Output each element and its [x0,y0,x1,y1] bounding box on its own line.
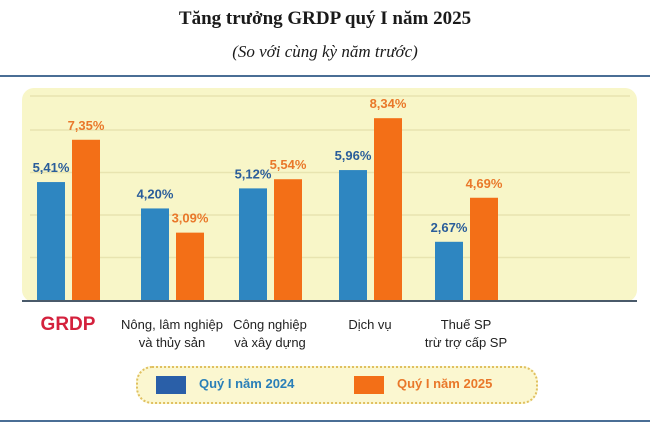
bar-2025 [274,179,302,300]
data-label: 4,69% [466,176,503,191]
category-label: Dịch vụ [348,317,392,332]
bar-chart: 5,41% 4,20% 5,12% 5,96% 2,67% 7,35% 3,09% 5,54%… [22,88,637,302]
data-label: 4,20% [137,186,174,201]
chart-subtitle: (So với cùng kỳ năm trước) [232,42,418,61]
chart-title: Tăng trưởng GRDP quý I năm 2025 [178,8,472,29]
category-label: GRDP [40,314,96,335]
legend-swatch-2025 [354,376,384,394]
bar-2025 [176,232,204,300]
legend-label-2025: Quý I năm 2025 [397,376,493,391]
category-label: Nông, lâm nghiệp và thủy sản [121,317,223,350]
bar-2025 [470,197,498,300]
bar-2024 [141,208,169,300]
top-divider [0,75,650,77]
data-label: 5,41% [33,160,70,175]
bar-2024 [239,188,267,300]
data-label: 3,09% [172,211,209,226]
legend-label-2024: Quý I năm 2024 [199,376,295,391]
data-label: 5,12% [235,166,272,181]
plot-background [22,88,637,302]
bottom-divider [0,420,650,422]
bar-2025 [72,139,100,300]
data-label: 5,54% [270,157,307,172]
bar-2024 [435,241,463,300]
data-label: 8,34% [370,96,407,111]
legend: Quý I năm 2024 Quý I năm 2025 [136,366,538,404]
data-label: 2,67% [431,220,468,235]
data-label: 5,96% [335,148,372,163]
data-label: 7,35% [68,118,105,133]
legend-swatch-2024 [156,376,186,394]
category-label: Thuế SP trừ trợ cấp SP [424,317,508,350]
bar-2024 [339,170,367,300]
category-label: Công nghiệp và xây dựng [233,317,307,350]
bar-2024 [37,182,65,300]
bar-2025 [374,118,402,300]
